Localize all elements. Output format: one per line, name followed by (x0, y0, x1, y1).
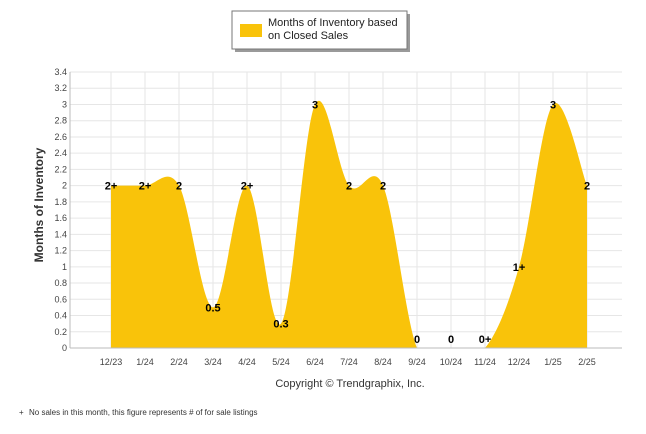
y-tick-label: 1.2 (54, 246, 67, 256)
x-tick-label: 9/24 (408, 357, 426, 367)
x-tick-label: 10/24 (440, 357, 463, 367)
data-label: 0 (414, 334, 420, 346)
y-tick-label: 0.8 (54, 278, 67, 288)
x-tick-label: 2/25 (578, 357, 596, 367)
data-label: 3 (312, 99, 318, 111)
y-tick-label: 3 (62, 99, 67, 109)
legend-label-line2: on Closed Sales (268, 30, 349, 42)
legend-swatch (240, 24, 262, 37)
x-tick-label: 4/24 (238, 357, 256, 367)
footnote-text: No sales in this month, this figure repr… (29, 408, 258, 417)
y-axis-title: Months of Inventory (32, 147, 46, 262)
footnote-mark: + (19, 408, 24, 417)
area-series (111, 100, 587, 348)
x-axis: 12/23 1/24 2/24 3/24 4/24 5/24 6/24 7/24 8/24 9/2… (70, 347, 622, 367)
data-label: 2 (346, 181, 352, 193)
y-tick-label: 2.8 (54, 116, 67, 126)
y-tick-label: 0.2 (54, 327, 67, 337)
y-tick-label: 0.6 (54, 294, 67, 304)
data-label: 3 (550, 99, 556, 111)
x-tick-label: 3/24 (204, 357, 222, 367)
series-area (111, 100, 587, 348)
data-label: 2+ (105, 181, 118, 193)
y-axis: 0 0.2 0.4 0.6 0.8 1 1.2 1.4 1.6 1.8 2 2.2 2.4 2.6 2.8 3… (54, 67, 71, 353)
data-label: 0+ (479, 334, 492, 346)
data-label: 2+ (139, 181, 152, 193)
y-tick-label: 0.4 (54, 311, 67, 321)
data-label: 2 (584, 181, 590, 193)
x-tick-label: 7/24 (340, 357, 358, 367)
x-tick-label: 1/24 (136, 357, 154, 367)
data-label: 0.3 (273, 319, 288, 331)
x-tick-label: 6/24 (306, 357, 324, 367)
x-tick-label: 11/24 (474, 357, 496, 367)
data-label: 0.5 (205, 302, 220, 314)
x-tick-label: 8/24 (374, 357, 392, 367)
data-label: 0 (448, 334, 454, 346)
y-tick-label: 2 (62, 181, 67, 191)
x-tick-label: 5/24 (272, 357, 290, 367)
x-tick-label: 2/24 (170, 357, 188, 367)
y-tick-label: 0 (62, 343, 67, 353)
data-label: 1+ (513, 262, 526, 274)
data-label: 2 (380, 181, 386, 193)
x-tick-label: 12/23 (100, 357, 123, 367)
y-tick-label: 3.4 (54, 67, 67, 77)
x-tick-label: 1/25 (544, 357, 562, 367)
data-labels: 2+ 2+ 2 0.5 2+ 0.3 3 2 2 0 0 0+ 1+ 3 2 (105, 99, 590, 346)
y-tick-label: 2.2 (54, 164, 67, 174)
data-label: 2+ (241, 181, 254, 193)
y-tick-label: 2.6 (54, 132, 67, 142)
legend: Months of Inventory based on Closed Sale… (231, 10, 410, 52)
y-tick-label: 1.4 (54, 229, 67, 239)
copyright-text: Copyright © Trendgraphix, Inc. (275, 378, 424, 390)
y-tick-label: 1 (62, 262, 67, 272)
y-tick-label: 1.8 (54, 197, 67, 207)
y-tick-label: 2.4 (54, 148, 67, 158)
y-tick-label: 3.2 (54, 83, 67, 93)
legend-label-line1: Months of Inventory based (268, 17, 398, 29)
data-label: 2 (176, 181, 182, 193)
y-tick-label: 1.6 (54, 213, 67, 223)
x-tick-label: 12/24 (508, 357, 531, 367)
